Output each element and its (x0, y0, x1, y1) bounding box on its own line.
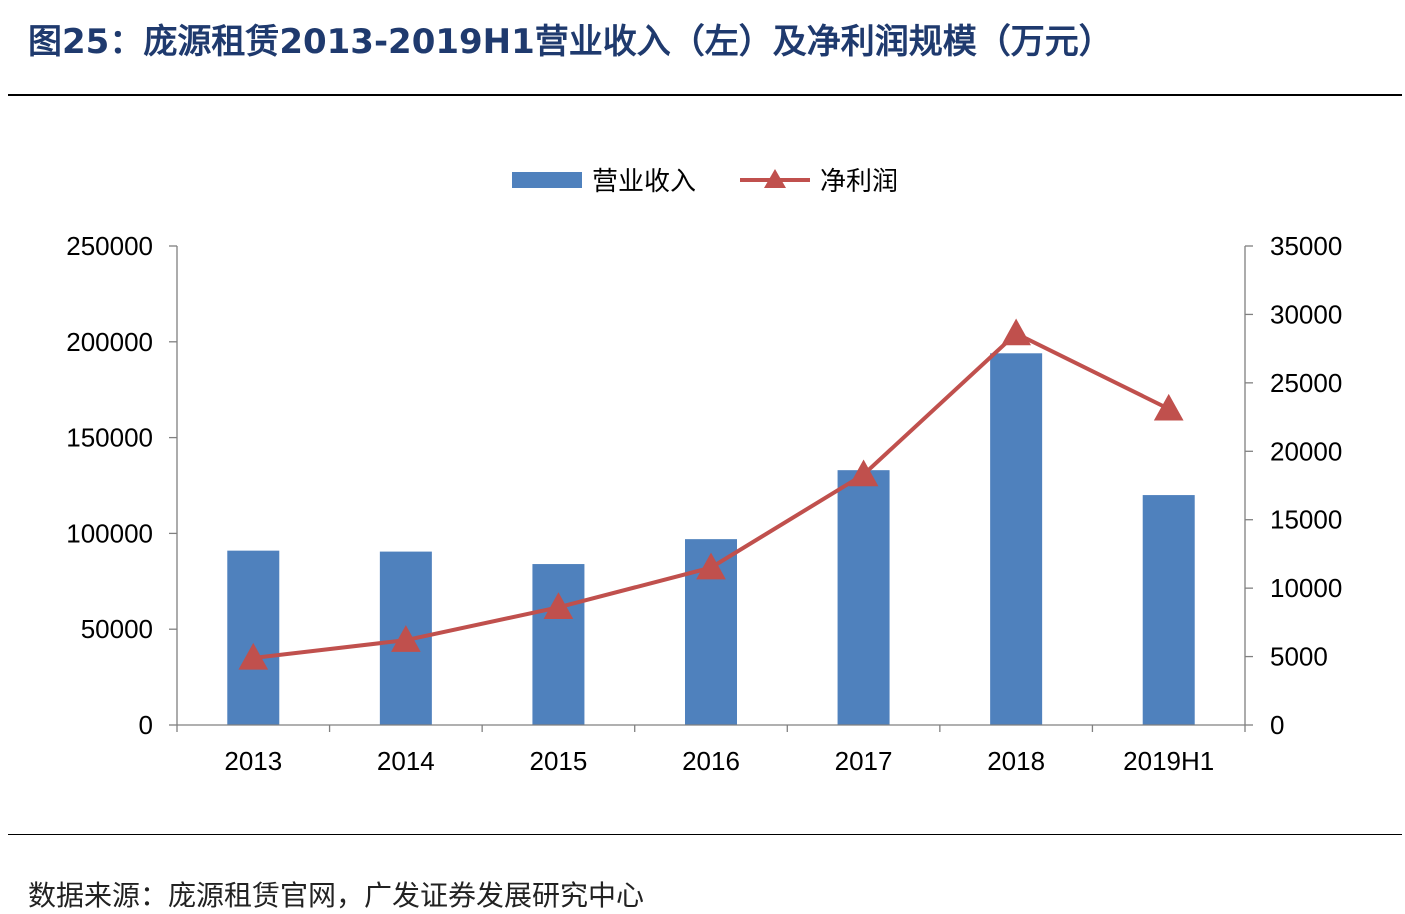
x-tick-label: 2015 (530, 746, 588, 776)
profit-marker (1001, 318, 1031, 346)
legend-label-revenue: 营业收入 (592, 166, 696, 196)
revenue-bar (837, 470, 890, 725)
revenue-bar (532, 564, 585, 725)
y-right-tick-label: 10000 (1270, 573, 1342, 603)
legend-label-profit: 净利润 (820, 166, 898, 196)
footer-rule (8, 834, 1402, 835)
y-right-tick-label: 30000 (1270, 299, 1342, 329)
x-tick-label: 2019H1 (1123, 746, 1214, 776)
profit-marker (391, 625, 421, 652)
revenue-bar (990, 353, 1043, 725)
profit-marker (848, 459, 879, 487)
profit-line (238, 318, 1184, 670)
axes: 0 50000 100000 150000 200000 250000 0 5000 10000… (66, 231, 1342, 776)
y-left-tick-label: 250000 (66, 231, 153, 261)
y-right-tick-label: 35000 (1270, 231, 1342, 261)
figure-title: 图25：庞源租赁2013-2019H1营业收入（左）及净利润规模（万元） (28, 22, 1113, 62)
legend: 营业收入 净利润 (512, 166, 898, 196)
title-rule (8, 94, 1402, 96)
profit-marker (696, 552, 726, 580)
y-left-tick-label: 150000 (66, 423, 153, 453)
profit-marker (238, 642, 269, 670)
profit-marker (543, 592, 574, 620)
bars (227, 353, 1195, 725)
y-right-tick-label: 20000 (1270, 436, 1342, 466)
legend-swatch-revenue (512, 172, 582, 188)
revenue-bar (1142, 495, 1195, 725)
x-tick-label: 2013 (224, 746, 282, 776)
revenue-bar (227, 550, 280, 725)
x-tick-label: 2018 (987, 746, 1045, 776)
y-right-tick-label: 15000 (1270, 505, 1342, 535)
y-left-tick-label: 50000 (81, 614, 153, 644)
x-tick-label: 2014 (377, 746, 435, 776)
profit-marker (1153, 393, 1184, 421)
y-left-tick-label: 0 (139, 710, 153, 740)
y-right-tick-label: 0 (1270, 710, 1284, 740)
y-right-tick-label: 5000 (1270, 642, 1328, 672)
source-note: 数据来源：庞源租赁官网，广发证券发展研究中心 (28, 879, 645, 912)
legend-swatch-profit-marker (764, 169, 786, 188)
x-tick-label: 2016 (682, 746, 740, 776)
y-left-tick-label: 200000 (66, 327, 153, 357)
y-left-tick-label: 100000 (66, 518, 153, 548)
x-tick-label: 2017 (835, 746, 893, 776)
y-right-tick-label: 25000 (1270, 368, 1342, 398)
